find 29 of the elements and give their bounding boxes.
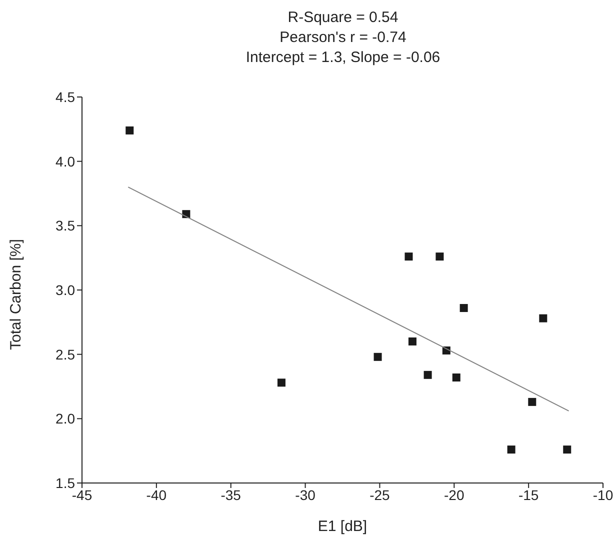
point <box>408 337 416 346</box>
point <box>528 398 536 406</box>
x-tick-label: -15 <box>518 486 539 503</box>
point <box>563 446 572 454</box>
y-tick-label: 2.0 <box>56 410 76 427</box>
point <box>404 252 413 261</box>
point <box>507 446 516 454</box>
y-tick-label: 4.5 <box>56 88 76 105</box>
point <box>452 373 460 382</box>
y-tick-label: 2.5 <box>56 346 76 362</box>
x-axis-title: E1 [dB] <box>318 518 368 535</box>
y-tick-label: 3.0 <box>56 282 76 298</box>
point <box>126 126 134 134</box>
x-tick-label: -25 <box>370 486 390 503</box>
point <box>374 352 382 361</box>
x-tick-label: -10 <box>592 486 614 503</box>
point <box>539 314 548 322</box>
point <box>424 370 432 379</box>
point <box>460 304 468 312</box>
y-tick-label: 4.0 <box>56 153 76 170</box>
chart-title: R-Square = 0.54 Pearson's r = -0.74 Intercept = 1.3, Slope = -0.06 <box>244 8 442 68</box>
y-tick-label: 3.5 <box>56 218 76 234</box>
x-tick-label: -40 <box>146 486 167 503</box>
point <box>436 252 444 261</box>
y-axis-title: Total Carbon [%] <box>7 239 24 350</box>
x-tick-label: -35 <box>220 486 242 503</box>
x-tick-label: -20 <box>444 486 464 503</box>
point <box>277 378 286 387</box>
x-tick-label: -30 <box>295 486 316 503</box>
